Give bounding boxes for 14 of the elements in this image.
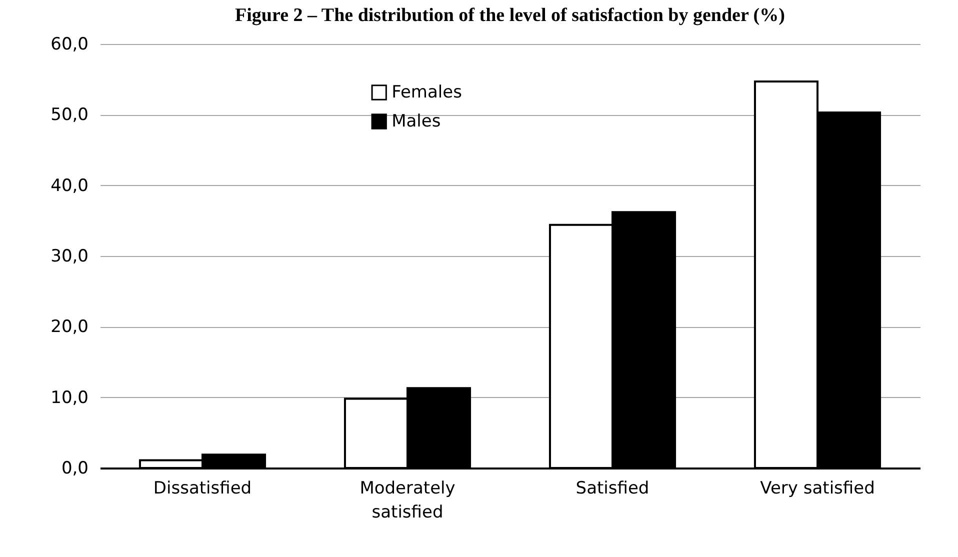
y-tick-label: 20,0 (50, 317, 88, 338)
x-tick-label: Very satisfied (760, 478, 875, 498)
x-tick-label: Dissatisfied (153, 478, 252, 498)
x-tick-label: Satisfied (576, 478, 650, 498)
y-tick-label: 40,0 (50, 176, 88, 196)
legend-label: Males (392, 112, 441, 132)
y-tick-label: 50,0 (50, 105, 88, 126)
y-tick-label: 60,0 (50, 34, 88, 54)
y-tick-label: 30,0 (50, 246, 88, 266)
x-tick-label: Moderately satisfied (360, 478, 456, 522)
y-tick-label: 10,0 (50, 388, 88, 408)
y-tick-label: 0,0 (61, 458, 88, 478)
chart-title: Figure 2 – The distribution of the level of satisfaction by gender (%) (235, 5, 785, 26)
legend-label: Females (392, 82, 462, 102)
